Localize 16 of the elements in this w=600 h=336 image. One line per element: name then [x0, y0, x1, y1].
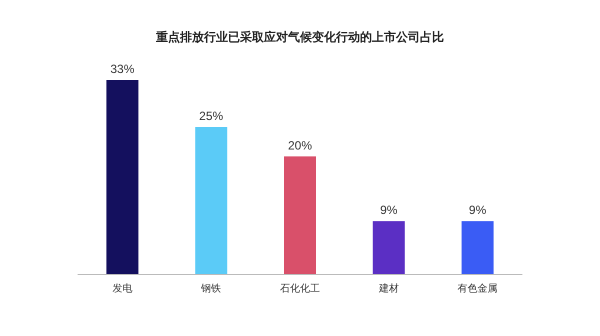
bar [284, 156, 316, 274]
x-tick-label: 建材 [378, 282, 399, 294]
x-tick-label: 钢铁 [200, 282, 222, 294]
data-label: 9% [380, 203, 398, 218]
data-label: 33% [110, 62, 135, 76]
bar [106, 80, 138, 274]
x-tick-label: 发电 [112, 282, 132, 294]
bar [195, 127, 228, 274]
chart-title: 重点排放行业已采取应对气候变化行动的上市公司占比 [155, 30, 444, 44]
x-tick-label: 石化化工 [280, 282, 320, 294]
data-label: 20% [288, 138, 312, 152]
bar [372, 221, 405, 274]
bar [462, 221, 494, 274]
data-label: 25% [199, 109, 224, 124]
x-tick-label: 有色金属 [458, 282, 498, 294]
data-label: 9% [468, 203, 487, 218]
